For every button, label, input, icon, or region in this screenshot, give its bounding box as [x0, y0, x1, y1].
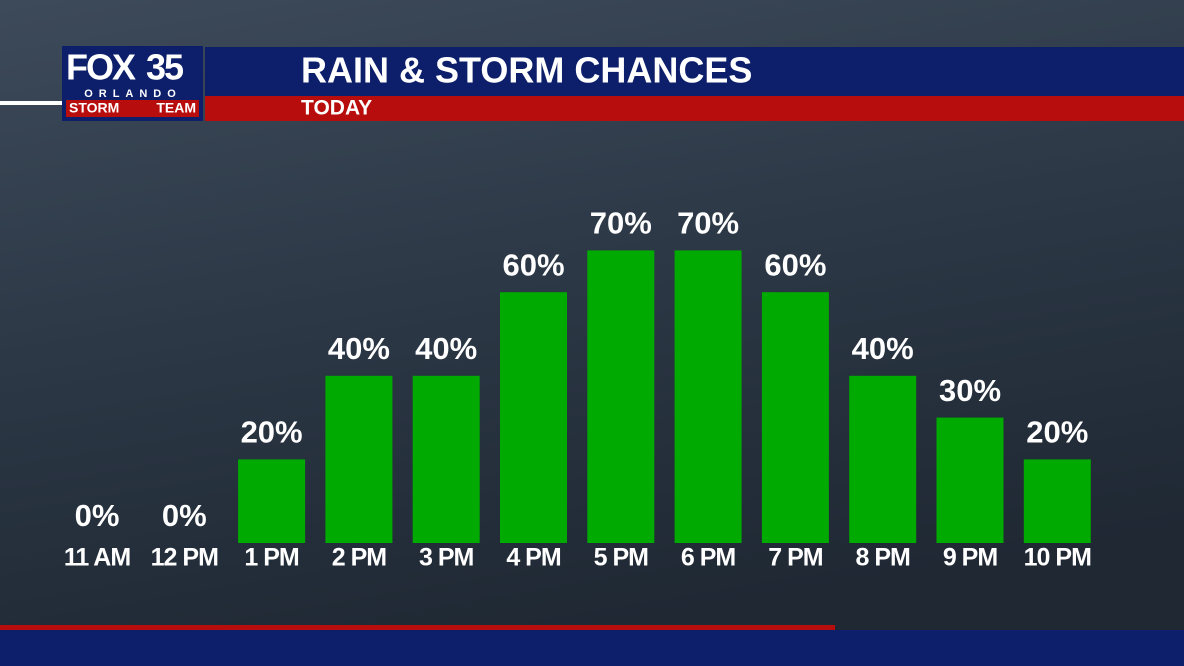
- bar: [238, 459, 306, 543]
- value-label: 70%: [590, 206, 652, 241]
- logo-city: ORLANDO: [84, 88, 182, 100]
- subtitle-bar: [205, 96, 1184, 121]
- x-tick-label: 5 PM: [594, 544, 649, 572]
- bar: [936, 417, 1004, 543]
- x-tick-label: 12 PM: [151, 544, 218, 572]
- accent-line: [0, 101, 62, 105]
- value-label: 20%: [1026, 415, 1088, 450]
- bar: [587, 250, 655, 543]
- logo-team-box: [66, 100, 199, 117]
- x-tick-label: 4 PM: [506, 544, 561, 572]
- chart-subtitle: TODAY: [301, 97, 372, 120]
- value-label: 40%: [328, 331, 390, 366]
- bar: [761, 292, 829, 543]
- value-label: 20%: [241, 415, 303, 450]
- x-tick-label: 1 PM: [244, 544, 299, 572]
- x-tick-label: 11 AM: [64, 544, 131, 572]
- value-label: 70%: [677, 206, 739, 241]
- value-label: 40%: [415, 331, 477, 366]
- logo-team: STORM: [69, 100, 119, 116]
- x-tick-label: 9 PM: [943, 544, 998, 572]
- value-label: 0%: [162, 498, 207, 533]
- value-label: 60%: [764, 247, 826, 282]
- bar: [500, 292, 567, 543]
- x-tick-label: 10 PM: [1024, 544, 1091, 572]
- bar: [412, 375, 480, 543]
- x-tick-label: 3 PM: [419, 544, 474, 572]
- chart-title: RAIN & STORM CHANCES: [301, 50, 752, 91]
- title-bar: [205, 47, 1184, 96]
- logo-number: 35: [146, 47, 184, 88]
- footer-line: [0, 625, 835, 630]
- bar: [674, 250, 742, 543]
- value-label: 40%: [852, 331, 914, 366]
- bar: [1023, 459, 1091, 543]
- logo-brand: FOX: [66, 47, 136, 88]
- x-tick-label: 2 PM: [332, 544, 387, 572]
- x-tick-label: 6 PM: [681, 544, 736, 572]
- value-label: 60%: [502, 247, 564, 282]
- x-tick-label: 8 PM: [856, 544, 911, 572]
- logo-team2: TEAM: [156, 100, 196, 116]
- footer-bar: [0, 630, 1184, 666]
- value-label: 30%: [939, 373, 1001, 408]
- value-label: 0%: [75, 498, 120, 533]
- x-tick-label: 7 PM: [768, 544, 823, 572]
- bar: [325, 375, 393, 543]
- bar: [849, 375, 917, 543]
